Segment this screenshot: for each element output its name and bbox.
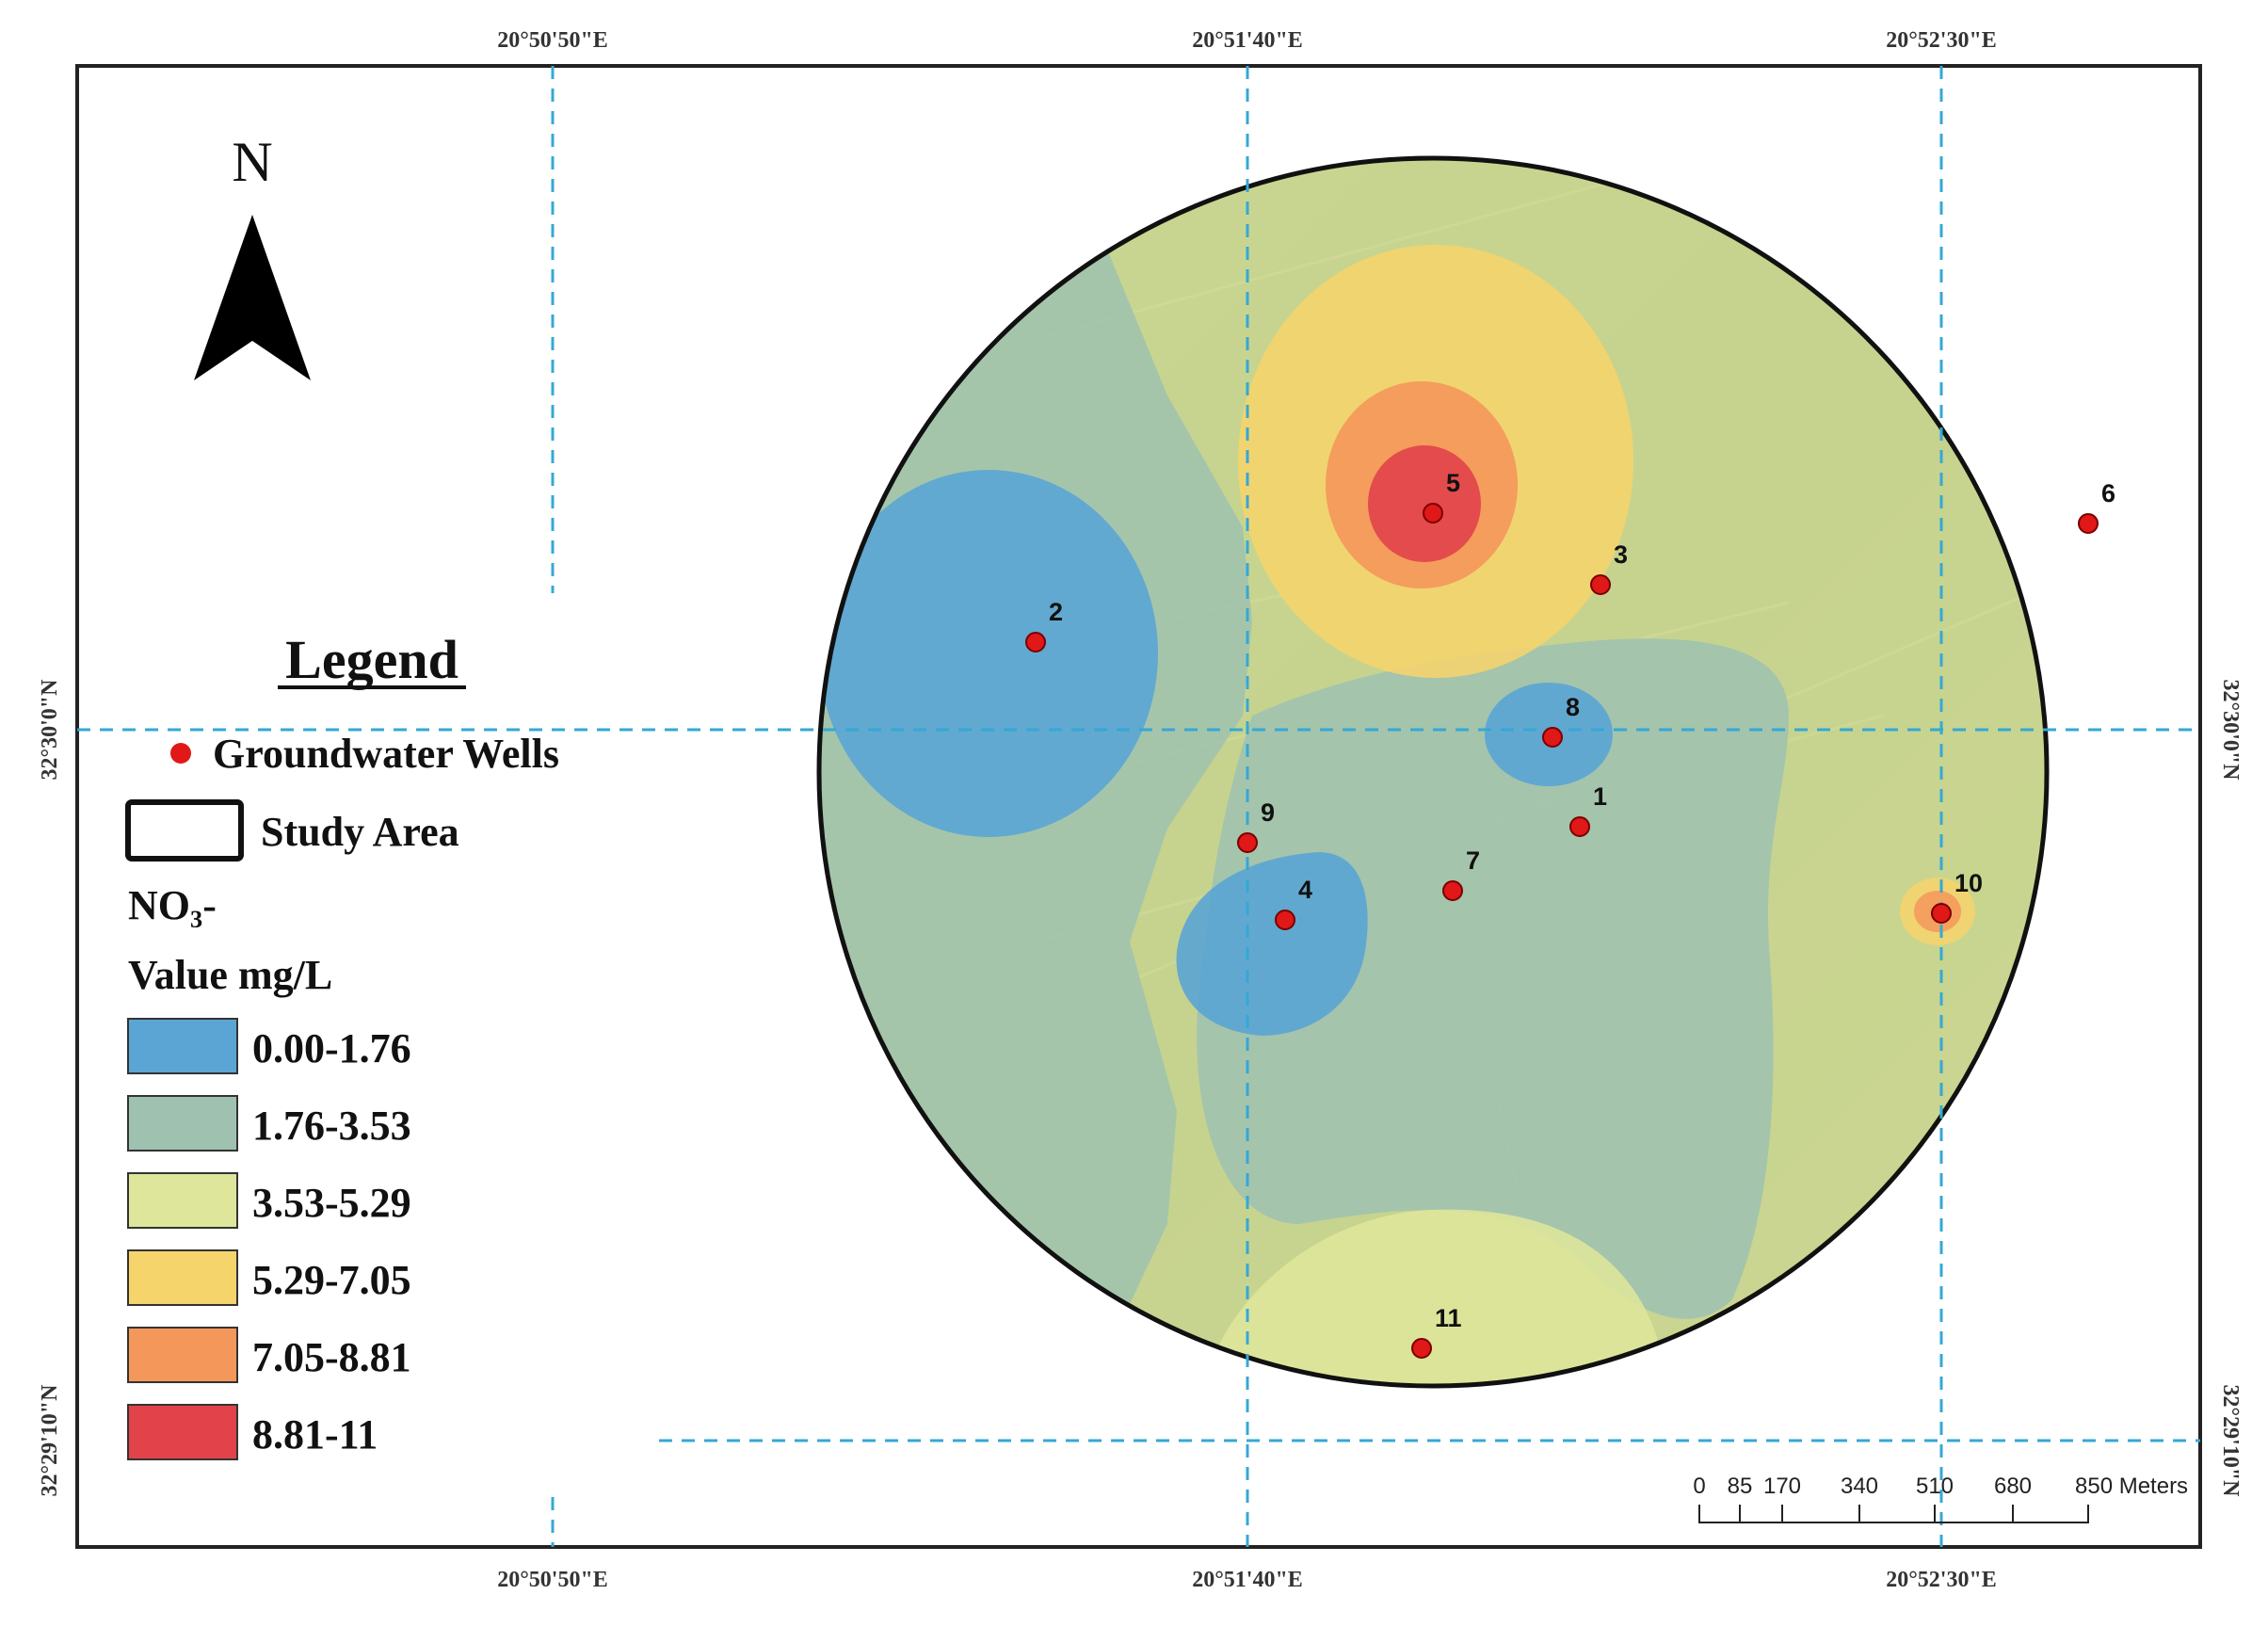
- legend-value-label: Value mg/L: [128, 952, 332, 998]
- legend-range-label: 5.29-7.05: [252, 1257, 411, 1303]
- zone-0-00-1-76-west: [819, 470, 1158, 837]
- legend-swatch: [127, 1327, 238, 1383]
- study-area-content: [819, 158, 2047, 1386]
- well-marker[interactable]: 3: [1590, 540, 1628, 595]
- well-marker[interactable]: 7: [1442, 846, 1480, 901]
- well-marker[interactable]: 5: [1423, 469, 1460, 524]
- zone-1-76-3-53-central: [1197, 638, 1789, 1319]
- legend-range-label: 8.81-11: [252, 1411, 378, 1458]
- scale-label: 170: [1763, 1474, 1801, 1499]
- legend-study-area-label: Study Area: [261, 809, 459, 855]
- legend-swatch: [127, 1018, 238, 1074]
- well-label: 11: [1435, 1304, 1462, 1332]
- scale-label: 340: [1841, 1474, 1878, 1499]
- well-label: 9: [1261, 798, 1275, 827]
- legend-classes: 0.00-1.76 1.76-3.53 3.53-5.29 5.29-7.05 7.05…: [127, 1018, 411, 1460]
- north-arrow-icon: [194, 215, 311, 380]
- well-label: 5: [1446, 469, 1460, 497]
- coord-top-3: 20°52'30"E: [1886, 28, 1997, 53]
- well-marker[interactable]: 9: [1237, 798, 1275, 853]
- well-marker[interactable]: 2: [1025, 598, 1063, 652]
- well-label: 4: [1298, 876, 1312, 904]
- coord-top-2: 20°51'40"E: [1192, 28, 1303, 53]
- north-label: N: [232, 131, 272, 193]
- well-label: 8: [1566, 693, 1580, 721]
- scale-label: 680: [1994, 1474, 2032, 1499]
- scale-label: 510: [1916, 1474, 1954, 1499]
- well-marker[interactable]: 11: [1411, 1304, 1462, 1359]
- coord-bottom-2: 20°51'40"E: [1192, 1568, 1303, 1592]
- legend-range-label: 0.00-1.76: [252, 1025, 411, 1071]
- coord-right-1: 32°30'0"N: [2218, 680, 2243, 781]
- coord-left-1: 32°30'0"N: [38, 679, 62, 781]
- coord-top-1: 20°50'50"E: [497, 28, 608, 53]
- legend: Legend Groundwater Wells Study Area NO₃-…: [125, 629, 559, 1460]
- scale-label: 0: [1693, 1474, 1705, 1499]
- legend-swatch: [127, 1172, 238, 1229]
- legend-range-label: 3.53-5.29: [252, 1180, 411, 1226]
- legend-range-label: 7.05-8.81: [252, 1334, 411, 1380]
- zone-8-81-11: [1368, 445, 1481, 562]
- coord-bottom-1: 20°50'50"E: [497, 1568, 608, 1592]
- legend-swatch: [127, 1249, 238, 1306]
- legend-wells-label: Groundwater Wells: [213, 731, 559, 777]
- coord-right-2: 32°29'10"N: [2218, 1385, 2243, 1498]
- well-marker[interactable]: 1: [1569, 782, 1607, 837]
- scale-label: 850 Meters: [2075, 1474, 2188, 1499]
- scale-label: 85: [1728, 1474, 1753, 1499]
- wells-layer: 1 2 3 4 5 6 7 8 9 10 11: [1025, 469, 2115, 1359]
- well-label: 1: [1593, 782, 1607, 811]
- legend-parameter-label: NO₃-: [128, 882, 217, 928]
- coord-left-2: 32°29'10"N: [38, 1384, 62, 1497]
- coord-bottom-3: 20°52'30"E: [1886, 1568, 1997, 1592]
- graticule: [77, 66, 2200, 1547]
- well-label: 2: [1049, 598, 1063, 626]
- zone-3-53-5-29-south: [1205, 1209, 1657, 1386]
- well-marker[interactable]: 8: [1542, 693, 1580, 748]
- legend-swatch: [127, 1095, 238, 1152]
- study-area-boundary: [816, 155, 2050, 1389]
- legend-well-symbol: [170, 743, 191, 764]
- scale-bar: 0 85 170 340 510 680 850 Meters: [1693, 1474, 2188, 1523]
- north-arrow: N: [194, 131, 311, 380]
- well-marker[interactable]: 10: [1931, 869, 1983, 924]
- well-label: 3: [1614, 540, 1628, 569]
- zone-0-00-1-76-south: [1176, 852, 1368, 1036]
- legend-title: Legend: [285, 629, 458, 690]
- legend-study-area-symbol: [125, 799, 244, 862]
- well-marker[interactable]: 6: [2078, 479, 2115, 534]
- well-label: 7: [1466, 846, 1480, 875]
- legend-swatch: [127, 1404, 238, 1460]
- well-label: 6: [2101, 479, 2115, 507]
- well-marker[interactable]: 4: [1275, 876, 1312, 930]
- legend-range-label: 1.76-3.53: [252, 1103, 411, 1149]
- well-label: 10: [1954, 869, 1983, 897]
